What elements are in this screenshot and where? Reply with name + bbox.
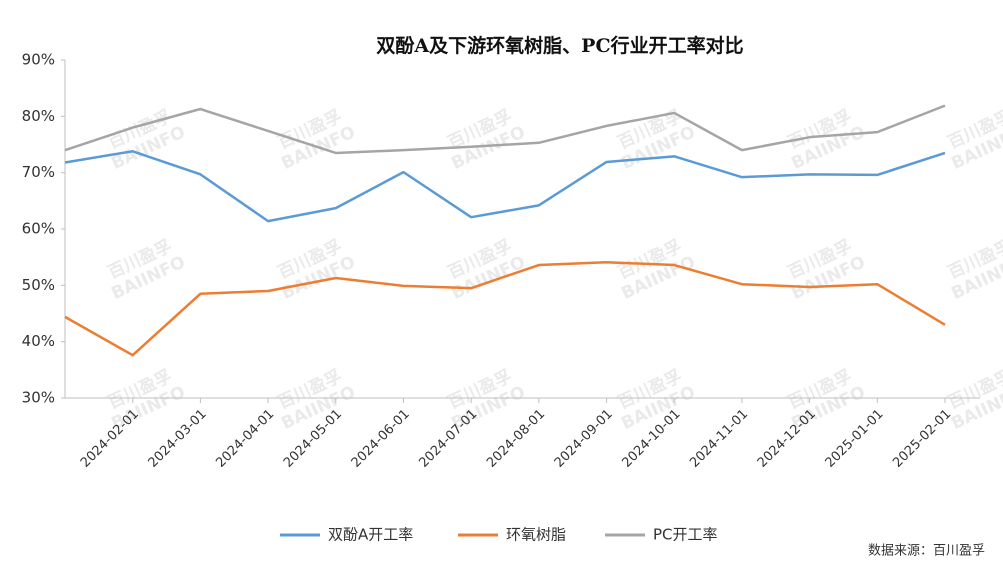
series-line [64,104,946,155]
y-tick-label: 60% [22,220,55,238]
y-tick-label: 40% [22,332,55,350]
x-tick-label: 2024-12-01 [755,407,819,471]
y-tick-label: 50% [22,276,55,294]
x-tick-label: 2024-03-01 [146,407,210,471]
source-note: 数据来源：百川盈孚 [868,544,985,559]
legend-label: 环氧树脂 [506,526,566,544]
y-tick-label: 90% [22,51,55,69]
x-tick-label: 2024-11-01 [687,407,751,471]
series-line [64,150,946,223]
x-tick-label: 2025-02-01 [890,407,954,471]
x-tick-label: 2024-06-01 [349,407,413,471]
y-tick-label: 30% [22,389,55,407]
x-tick-label: 2024-04-01 [213,407,277,471]
legend-label: PC开工率 [653,526,718,544]
legend-label: 双酚A开工率 [328,526,413,544]
y-tick-label: 80% [22,107,55,125]
chart-title: 双酚A及下游环氧树脂、PC行业开工率对比 [376,34,743,57]
series-line [64,260,946,357]
y-tick-label: 70% [22,163,55,181]
x-tick-label: 2024-09-01 [552,407,616,471]
